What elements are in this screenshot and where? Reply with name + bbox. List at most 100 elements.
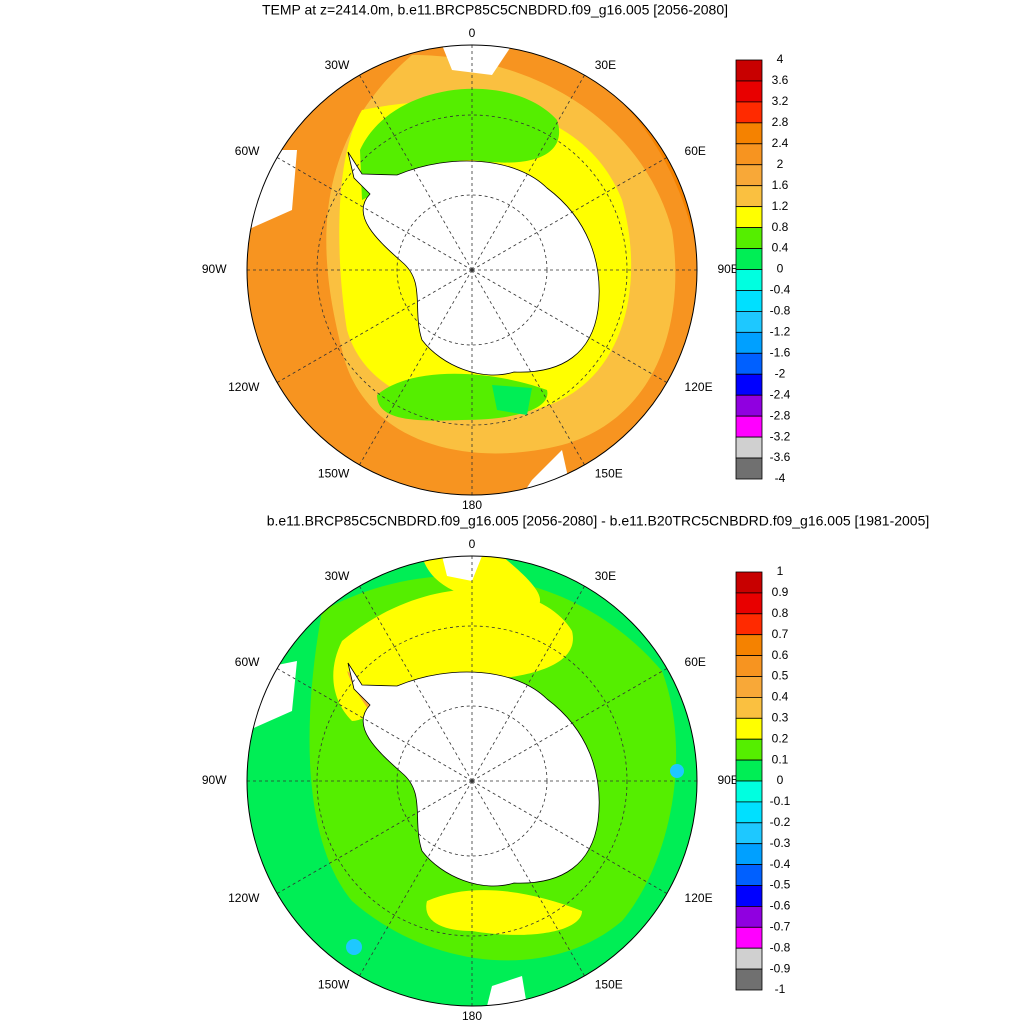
- colorbar-box: [735, 780, 763, 803]
- colorbar-label: 3.6: [772, 73, 789, 87]
- colorbar-label: 0.5: [772, 669, 789, 683]
- colorbar-label: -0.8: [770, 304, 791, 318]
- longitude-label: 30E: [595, 569, 616, 583]
- colorbar-box: [735, 843, 763, 866]
- colorbar-label: 2.4: [772, 136, 789, 150]
- colorbar-label: 0.4: [772, 690, 789, 704]
- colorbar-label: -0.6: [770, 899, 791, 913]
- colorbar-label: 0.4: [772, 241, 789, 255]
- longitude-label: 120E: [685, 891, 713, 905]
- colorbar-box: [735, 59, 763, 82]
- colorbar-label: 0.3: [772, 710, 789, 724]
- colorbar-box: [735, 269, 763, 291]
- colorbar-label: -0.8: [770, 940, 791, 954]
- colorbar-box: [735, 947, 763, 970]
- colorbar-box: [735, 926, 763, 949]
- colorbar-box: [735, 373, 763, 396]
- colorbar-box: [735, 759, 763, 782]
- colorbar-box: [735, 864, 763, 886]
- longitude-label: 150E: [595, 467, 623, 481]
- colorbar-box: [735, 906, 763, 928]
- meridian: [359, 780, 473, 977]
- colorbar-label: 0.8: [772, 606, 789, 620]
- colorbar-label: 2.8: [772, 115, 789, 129]
- colorbar-label: -2.4: [770, 387, 791, 401]
- longitude-label: 150W: [318, 978, 350, 992]
- colorbar-label: 0.1: [772, 752, 789, 766]
- colorbar-box: [735, 248, 763, 270]
- longitude-label: 0: [469, 26, 476, 40]
- colorbar-label: -1.6: [770, 345, 791, 359]
- colorbar-label: -1: [775, 982, 786, 996]
- colorbar-label: 1.2: [772, 199, 789, 213]
- longitude-label: 90W: [202, 262, 227, 276]
- longitude-label: 120W: [228, 891, 260, 905]
- meridian: [471, 269, 668, 383]
- colorbar-box: [735, 697, 763, 719]
- colorbar-label: -0.3: [770, 836, 791, 850]
- colorbar: 1 0.9 0.8 0.7 0.6 0.5 0.4 0.3 0.2 0.1 0 -0.1 -0.2 -0.…: [735, 564, 791, 996]
- colorbar-box: [735, 676, 763, 698]
- longitude-label: 0: [469, 537, 476, 551]
- meridian: [471, 780, 668, 894]
- colorbar-label: -4: [775, 471, 786, 485]
- colorbar-label: 1: [777, 564, 784, 578]
- colorbar-box: [735, 143, 763, 166]
- graticule: [247, 556, 697, 1006]
- colorbar-box: [735, 80, 763, 103]
- longitude-label: 150W: [318, 467, 350, 481]
- colorbar-box: [735, 352, 763, 375]
- meridian: [359, 74, 473, 271]
- colorbar-label: 0.6: [772, 648, 789, 662]
- meridian: [276, 157, 473, 271]
- latitude-circle: [316, 114, 628, 426]
- longitude-label: 60W: [235, 655, 260, 669]
- colorbar-label: 0.7: [772, 627, 789, 641]
- meridian: [471, 74, 585, 271]
- colorbar-box: [735, 634, 763, 657]
- meridian: [359, 585, 473, 782]
- longitude-label: 30W: [325, 569, 350, 583]
- colorbar-label: 0.2: [772, 731, 789, 745]
- meridian: [276, 668, 473, 782]
- colorbar-label: -0.5: [770, 878, 791, 892]
- colorbar-box: [735, 185, 763, 208]
- longitude-label: 30E: [595, 58, 616, 72]
- colorbar-box: [735, 717, 763, 740]
- colorbar-label: 4: [777, 52, 784, 66]
- colorbar-label: -2.8: [770, 408, 791, 422]
- colorbar-box: [735, 122, 763, 145]
- longitude-label: 180: [462, 1009, 482, 1023]
- longitude-label: 180: [462, 498, 482, 512]
- colorbar-box: [735, 613, 763, 636]
- colorbar-label: 0.9: [772, 585, 789, 599]
- colorbar-box: [735, 290, 763, 312]
- colorbar-box: [735, 571, 763, 594]
- longitude-label: 120W: [228, 380, 260, 394]
- colorbar-box: [735, 101, 763, 124]
- colorbar-label: 0: [777, 262, 784, 276]
- meridian: [471, 585, 585, 782]
- meridian: [471, 780, 585, 977]
- colorbar-box: [735, 738, 763, 761]
- colorbar-box: [735, 457, 763, 480]
- colorbar-label: -0.2: [770, 815, 791, 829]
- colorbar-label: -1.2: [770, 325, 791, 339]
- longitude-label: 120E: [685, 380, 713, 394]
- colorbar: 4 3.6 3.2 2.8 2.4 2 1.6 1.2 0.8 0.4 0 -0.4 -0.8 -1.2 -…: [735, 52, 791, 485]
- colorbar-box: [735, 655, 763, 677]
- colorbar-box: [735, 968, 763, 991]
- longitude-label: 60E: [685, 144, 706, 158]
- colorbar-label: 0: [777, 773, 784, 787]
- map-title: b.e11.BRCP85C5CNBDRD.f09_g16.005 [2056-2…: [267, 513, 930, 529]
- lon-labels: 0 30E 60E 90E 120E 150E 180 150W 120W 90W 60W 30W: [202, 537, 739, 1023]
- longitude-label: 90W: [202, 773, 227, 787]
- longitude-label: 60E: [685, 655, 706, 669]
- colorbar-label: 1.6: [772, 178, 789, 192]
- longitude-label: 30W: [325, 58, 350, 72]
- colorbar-label: -0.4: [770, 857, 791, 871]
- colorbar-label: -3.6: [770, 450, 791, 464]
- colorbar-label: -0.4: [770, 283, 791, 297]
- colorbar-box: [735, 310, 763, 333]
